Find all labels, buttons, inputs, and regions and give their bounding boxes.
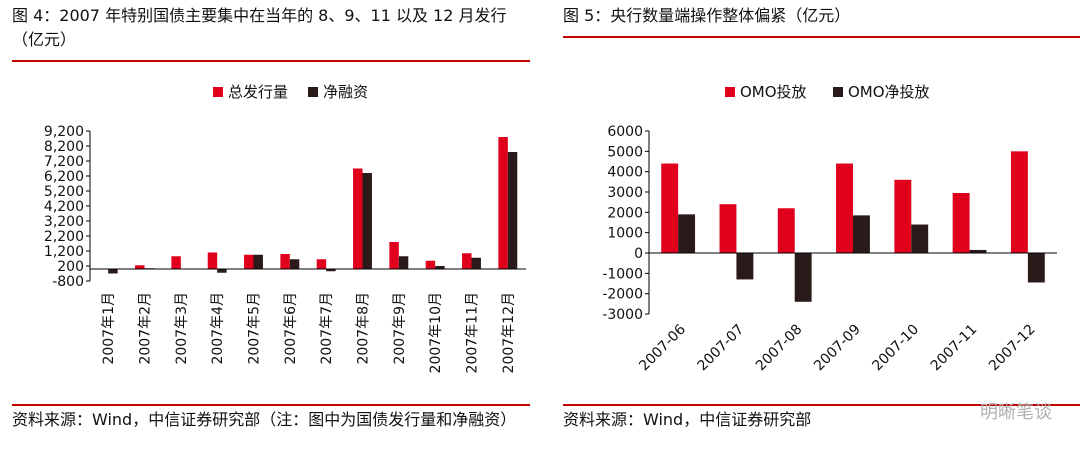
right-y-tick-label: -1000 <box>602 266 643 282</box>
right-bar-a <box>777 208 795 253</box>
left-bar-b <box>471 257 481 269</box>
left-bar-a <box>389 242 399 269</box>
right-source-rule <box>563 404 1080 406</box>
left-y-tick-label: 3,200 <box>44 214 84 230</box>
left-bar-b <box>289 259 300 269</box>
right-bar-b <box>678 214 696 253</box>
right-y-tick-label: 3000 <box>607 185 643 201</box>
right-y-tick-label: 1000 <box>607 226 643 242</box>
right-x-tick-label: 2007-12 <box>986 322 1039 375</box>
right-legend-swatch <box>833 87 843 97</box>
left-legend-swatch <box>213 87 223 97</box>
right-chart-panel: 图 5：央行数量端操作整体偏紧（亿元） OMO投放 OMO净投放 -3000 -200… <box>557 0 1080 461</box>
left-y-tick-label: -800 <box>52 274 84 290</box>
left-bar-a <box>462 253 472 269</box>
left-legend-swatch <box>308 87 318 97</box>
right-y-tick-label: 0 <box>634 246 643 262</box>
left-bar-a <box>244 254 254 269</box>
right-bar-b <box>736 253 754 280</box>
left-source-note: 资料来源：Wind，中信证券研究部（注：图中为国债发行量和净融资） <box>12 410 517 429</box>
left-bar-b <box>217 269 227 273</box>
left-bar-b <box>362 173 372 269</box>
left-x-tick-label: 2007年5月 <box>247 292 263 365</box>
left-bar-b <box>326 269 336 272</box>
left-x-tick-label: 2007年8月 <box>356 292 372 365</box>
left-chart: 总发行量 净融资 -8002001,2002,2003,2004,2005,2006… <box>44 83 526 373</box>
right-bar-b <box>911 224 929 253</box>
right-bar-b <box>1027 253 1045 283</box>
left-y-tick-label: 7,200 <box>44 154 84 170</box>
left-x-tick-label: 2007年7月 <box>319 292 335 365</box>
right-y-tick-label: 5000 <box>607 144 643 160</box>
right-bar-b <box>853 215 870 253</box>
left-x-tick-label: 2007年1月 <box>101 292 117 365</box>
left-bar-a <box>425 260 436 269</box>
right-y-tick-label: -3000 <box>602 307 643 323</box>
left-chart-title: 图 4：2007 年特别国债主要集中在当年的 8、9、11 以及 12 月发行（… <box>12 6 507 49</box>
left-bar-a <box>171 256 181 269</box>
left-bar-b <box>108 269 118 274</box>
right-x-tick-label: 2007-11 <box>928 322 981 375</box>
right-bar-a <box>836 163 853 253</box>
right-bar-a <box>952 193 970 253</box>
right-chart-title: 图 5：央行数量端操作整体偏紧（亿元） <box>563 6 851 25</box>
left-y-tick-label: 200 <box>57 259 84 275</box>
right-y-tick-label: 6000 <box>607 124 643 140</box>
left-bar-a <box>207 252 218 269</box>
left-bar-a <box>135 265 145 269</box>
left-x-tick-label: 2007年4月 <box>210 292 226 365</box>
left-y-tick-label: 8,200 <box>44 139 84 155</box>
left-title-rule <box>12 60 530 62</box>
left-x-tick-label: 2007年6月 <box>283 292 299 365</box>
right-bar-a <box>661 163 679 253</box>
left-legend-label: 净融资 <box>323 83 368 101</box>
left-y-tick-label: 4,200 <box>44 199 84 215</box>
left-bar-b <box>253 254 263 269</box>
right-legend-label: OMO净投放 <box>848 83 930 101</box>
right-x-tick-label: 2007-08 <box>753 322 806 375</box>
right-x-tick-label: 2007-07 <box>695 322 748 375</box>
watermark-text: 明晰笔谈 <box>980 402 1052 423</box>
right-y-tick-label: 4000 <box>607 165 643 181</box>
left-legend-label: 总发行量 <box>228 83 288 101</box>
left-bar-b <box>435 266 445 269</box>
left-x-tick-label: 2007年12月 <box>501 292 517 373</box>
left-bar-b <box>507 152 518 269</box>
right-bar-a <box>894 179 912 253</box>
left-source-rule <box>12 404 530 406</box>
left-bar-a <box>316 259 327 269</box>
left-y-tick-label: 6,200 <box>44 169 84 185</box>
left-y-tick-label: 1,200 <box>44 244 84 260</box>
left-bar-a <box>353 168 363 269</box>
right-bar-b <box>969 249 987 253</box>
right-y-tick-label: 2000 <box>607 205 643 221</box>
left-bar-a <box>498 137 508 269</box>
left-x-tick-label: 2007年10月 <box>428 292 444 373</box>
right-x-tick-label: 2007-09 <box>811 322 864 375</box>
left-x-tick-label: 2007年9月 <box>392 292 408 365</box>
left-x-tick-label: 2007年11月 <box>465 292 481 373</box>
right-bar-b <box>794 253 812 302</box>
right-y-tick-label: -2000 <box>602 287 643 303</box>
right-x-tick-label: 2007-06 <box>636 321 689 374</box>
left-y-tick-label: 2,200 <box>44 229 84 245</box>
right-title-rule <box>563 36 1080 38</box>
left-bar-b <box>398 256 409 269</box>
left-chart-panel: 图 4：2007 年特别国债主要集中在当年的 8、9、11 以及 12 月发行（… <box>12 6 530 429</box>
left-bar-a <box>280 254 290 269</box>
left-x-tick-label: 2007年2月 <box>138 292 154 365</box>
right-legend-swatch <box>725 87 735 97</box>
right-legend-label: OMO投放 <box>740 83 807 101</box>
right-bar-a <box>1010 151 1028 253</box>
left-x-tick-label: 2007年3月 <box>174 292 190 365</box>
right-x-tick-label: 2007-10 <box>869 322 922 375</box>
right-bar-a <box>719 204 737 253</box>
left-y-tick-label: 5,200 <box>44 184 84 200</box>
left-y-tick-label: 9,200 <box>44 124 84 140</box>
right-chart: OMO投放 OMO净投放 -3000 -2000 -1000 0 1000 2000 3000 4… <box>602 83 1057 375</box>
right-source-note: 资料来源：Wind，中信证券研究部 <box>563 410 812 429</box>
